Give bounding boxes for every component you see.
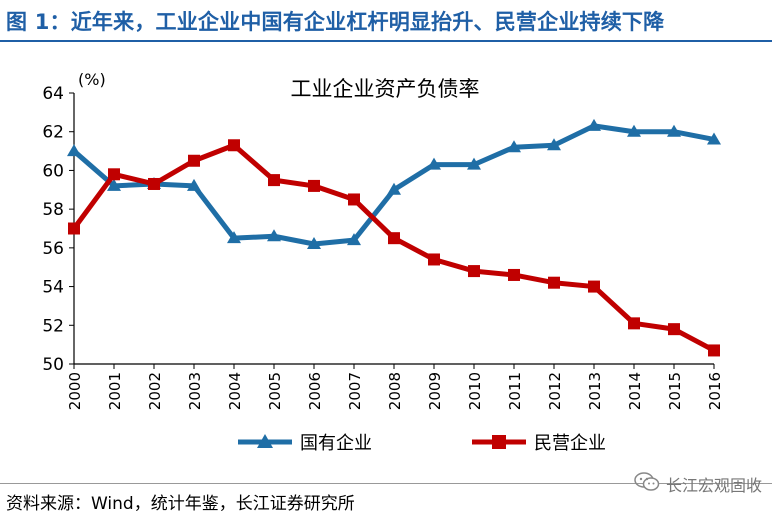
x-tick-label: 2012 xyxy=(546,372,564,410)
series-2-point xyxy=(508,268,520,281)
series-2-point xyxy=(108,168,120,181)
series-2-point xyxy=(68,222,80,235)
series-2-point xyxy=(428,253,440,266)
legend-label-2: 民营企业 xyxy=(534,433,606,454)
x-tick-label: 2011 xyxy=(506,372,524,410)
series-1-point xyxy=(547,138,561,151)
header-divider xyxy=(0,40,772,42)
series-2-point xyxy=(668,323,680,336)
y-tick-label: 50 xyxy=(42,355,64,375)
series-2-point xyxy=(388,232,400,245)
series-2-point xyxy=(188,154,200,167)
y-axis-unit: (%) xyxy=(78,70,106,89)
y-tick-label: 56 xyxy=(42,239,64,259)
series-2-point xyxy=(348,193,360,206)
series-1-point xyxy=(347,233,361,246)
series-1-point xyxy=(707,132,721,145)
y-tick-label: 64 xyxy=(42,84,64,104)
series-1-point xyxy=(267,229,281,242)
x-tick-label: 2008 xyxy=(386,372,404,410)
x-tick-label: 2016 xyxy=(706,372,724,410)
wechat-icon xyxy=(634,472,660,496)
series-1-point xyxy=(67,144,81,157)
chart-title: 工业企业资产负债率 xyxy=(291,77,480,101)
series-2-point xyxy=(628,317,640,330)
series-1-point xyxy=(667,124,681,137)
legend-marker-square xyxy=(492,435,506,449)
header: 图 1：近年来，工业企业中国有企业杠杆明显抬升、民营企业持续下降 xyxy=(0,0,772,44)
series-2-point xyxy=(548,276,560,289)
x-tick-label: 2009 xyxy=(426,372,444,410)
series-1-point xyxy=(467,157,481,170)
series-2-point xyxy=(708,344,720,357)
x-tick-label: 2007 xyxy=(346,372,364,410)
series-2-point xyxy=(148,177,160,190)
y-tick-label: 54 xyxy=(42,278,64,298)
x-tick-label: 2004 xyxy=(226,372,244,410)
series-2-point xyxy=(268,174,280,187)
y-tick-label: 62 xyxy=(42,123,64,143)
y-tick-label: 58 xyxy=(42,200,64,220)
y-tick-label: 60 xyxy=(42,161,64,181)
source-note: 资料来源：Wind，统计年鉴，长江证券研究所 xyxy=(6,494,355,514)
series-1-point xyxy=(227,231,241,244)
series-1-point xyxy=(427,157,441,170)
series-2-point xyxy=(588,280,600,293)
series-1-point xyxy=(387,182,401,195)
footer-divider xyxy=(0,483,772,484)
series-1-point xyxy=(107,178,121,191)
x-tick-label: 2014 xyxy=(626,372,644,410)
x-tick-label: 2013 xyxy=(586,372,604,410)
legend-marker-triangle xyxy=(257,434,273,448)
series-1-point xyxy=(507,140,521,153)
series-2-point xyxy=(228,139,240,152)
series-1-point xyxy=(187,178,201,191)
x-tick-label: 2006 xyxy=(306,372,324,410)
series-1-point xyxy=(587,118,601,131)
watermark-label: 长江宏观固收 xyxy=(665,476,762,495)
series-line-2 xyxy=(71,142,716,353)
x-tick-label: 2003 xyxy=(186,372,204,410)
line-chart: 64 62 60 58 56 54 52 50 (%) 2000 2001 2002 2003 2004 2… xyxy=(42,70,724,454)
watermark: 长江宏观固收 xyxy=(634,472,762,496)
x-tick-label: 2000 xyxy=(66,372,84,410)
chart-area: 64 62 60 58 56 54 52 50 (%) 2000 2001 2002 2003 2004 2… xyxy=(0,44,772,484)
legend-label-1: 国有企业 xyxy=(300,433,372,454)
x-tick-label: 2001 xyxy=(106,372,124,410)
series-2-point xyxy=(308,179,320,192)
y-tick-label: 52 xyxy=(42,316,64,336)
series-2-point xyxy=(468,265,480,278)
x-tick-label: 2010 xyxy=(466,372,484,410)
x-tick-label: 2015 xyxy=(666,372,684,410)
x-tick-label: 2002 xyxy=(146,372,164,410)
series-1-point xyxy=(627,124,641,137)
series-1-point xyxy=(307,236,321,249)
x-tick-label: 2005 xyxy=(266,372,284,410)
figure-title: 图 1：近年来，工业企业中国有企业杠杆明显抬升、民营企业持续下降 xyxy=(6,10,665,34)
